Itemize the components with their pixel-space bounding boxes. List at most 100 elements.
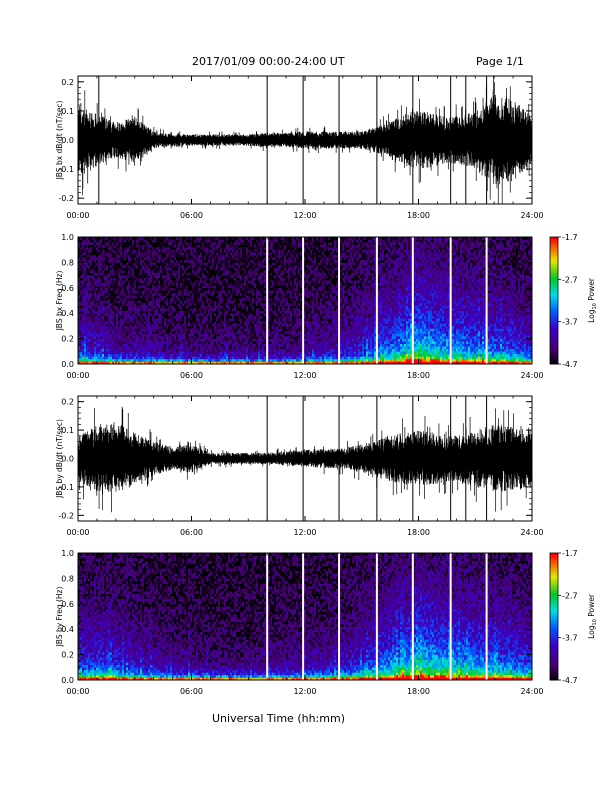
spectrogram-cell <box>124 349 126 352</box>
spectrogram-cell <box>244 280 246 283</box>
spectrogram-cell <box>226 265 228 268</box>
spectrogram-cell <box>128 295 130 298</box>
spectrogram-cell <box>84 351 86 354</box>
spectrogram-cell <box>228 250 230 253</box>
spectrogram-cell <box>242 250 244 253</box>
spectrogram-cell <box>214 240 216 243</box>
spectrogram-cell <box>142 311 144 314</box>
spectrogram-cell <box>234 359 236 362</box>
spectrogram-cell <box>262 349 264 352</box>
spectrogram-cell <box>140 285 142 288</box>
spectrogram-cell <box>238 331 240 334</box>
spectrogram-cell <box>126 321 128 324</box>
spectrogram-cell <box>170 303 172 306</box>
spectrogram-cell <box>236 326 238 329</box>
spectrogram-cell <box>250 247 252 250</box>
spectrogram-cell <box>180 331 182 334</box>
spectrogram-cell <box>248 313 250 316</box>
spectrogram-cell <box>232 283 234 286</box>
spectrogram-cell <box>178 280 180 283</box>
spectrogram-cell <box>162 250 164 253</box>
spectrogram-cell <box>172 351 174 354</box>
spectrogram-cell <box>92 356 94 359</box>
spectrogram-cell <box>240 275 242 278</box>
spectrogram-cell <box>166 331 168 334</box>
spectrogram-cell <box>108 245 110 248</box>
spectrogram-cell <box>150 275 152 278</box>
spectrogram-cell <box>240 295 242 298</box>
spectrogram-cell <box>250 359 252 362</box>
spectrogram-cell <box>192 265 194 268</box>
spectrogram-cell <box>132 242 134 245</box>
spectrogram-cell <box>192 270 194 273</box>
spectrogram-cell <box>258 273 260 276</box>
spectrogram-cell <box>100 262 102 265</box>
spectrogram-cell <box>130 346 132 349</box>
spectrogram-cell <box>90 303 92 306</box>
spectrogram-cell <box>264 283 266 286</box>
spectrogram-cell <box>250 308 252 311</box>
spectrogram-cell <box>114 240 116 243</box>
spectrogram-cell <box>196 331 198 334</box>
spectrogram-cell <box>204 252 206 255</box>
spectrogram-cell <box>150 359 152 362</box>
spectrogram-cell <box>128 260 130 263</box>
spectrogram-cell <box>104 298 106 301</box>
spectrogram-cell <box>150 293 152 296</box>
spectrogram-cell <box>248 354 250 357</box>
spectrogram-cell <box>256 341 258 344</box>
spectrogram-cell <box>140 260 142 263</box>
spectrogram-cell <box>86 252 88 255</box>
spectrogram-cell <box>174 262 176 265</box>
spectrogram-cell <box>148 331 150 334</box>
spectrogram-cell <box>198 298 200 301</box>
spectrogram-cell <box>186 303 188 306</box>
spectrogram-cell <box>214 278 216 281</box>
spectrogram-cell <box>82 356 84 359</box>
spectrogram-cell <box>146 313 148 316</box>
spectrogram-cell <box>104 356 106 359</box>
spectrogram-cell <box>212 316 214 319</box>
spectrogram-cell <box>230 308 232 311</box>
spectrogram-cell <box>252 275 254 278</box>
spectrogram-cell <box>260 303 262 306</box>
spectrogram-cell <box>182 290 184 293</box>
spectrogram-cell <box>110 316 112 319</box>
spectrogram-cell <box>198 356 200 359</box>
spectrogram-cell <box>210 323 212 326</box>
spectrogram-cell <box>242 344 244 347</box>
spectrogram-cell <box>156 255 158 258</box>
spectrogram-cell <box>104 313 106 316</box>
spectrogram-cell <box>130 359 132 362</box>
spectrogram-cell <box>160 290 162 293</box>
spectrogram-cell <box>128 293 130 296</box>
spectrogram-cell <box>252 349 254 352</box>
spectrogram-cell <box>270 334 272 337</box>
spectrogram-cell <box>184 306 186 309</box>
spectrogram-cell <box>228 311 230 314</box>
spectrogram-cell <box>258 328 260 331</box>
spectrogram-cell <box>212 308 214 311</box>
spectrogram-cell <box>142 262 144 265</box>
spectrogram-cell <box>170 267 172 270</box>
spectrogram-cell <box>268 257 270 260</box>
spectrogram-cell <box>252 334 254 337</box>
spectrogram-cell <box>236 270 238 273</box>
spectrogram-cell <box>174 331 176 334</box>
spectrogram-cell <box>134 303 136 306</box>
spectrogram-cell <box>268 331 270 334</box>
spectrogram-cell <box>270 301 272 304</box>
spectrogram-cell <box>220 359 222 362</box>
spectrogram-cell <box>108 247 110 250</box>
spectrogram-cell <box>88 265 90 268</box>
spectrogram-cell <box>202 293 204 296</box>
spectrogram-cell <box>216 275 218 278</box>
spectrogram-cell <box>172 270 174 273</box>
spectrogram-cell <box>118 285 120 288</box>
spectrogram-cell <box>126 285 128 288</box>
spectrogram-cell <box>120 280 122 283</box>
spectrogram-cell <box>188 326 190 329</box>
spectrogram-cell <box>148 270 150 273</box>
spectrogram-cell <box>240 293 242 296</box>
spectrogram-cell <box>124 359 126 362</box>
